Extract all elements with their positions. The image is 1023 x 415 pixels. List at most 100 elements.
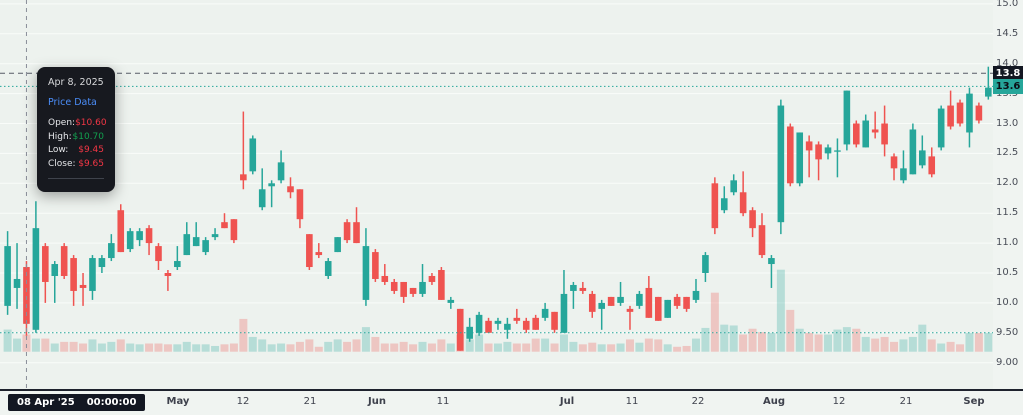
price-axis[interactable]: 13.8 13.6 15.014.514.013.513.012.512.011… [993, 0, 1023, 389]
candle[interactable] [937, 108, 945, 148]
volume-bar[interactable] [248, 336, 257, 352]
candle[interactable] [315, 252, 323, 256]
candle[interactable] [532, 317, 539, 330]
volume-bar[interactable] [390, 343, 399, 352]
volume-bar[interactable] [918, 324, 927, 352]
volume-bar[interactable] [786, 309, 795, 352]
volume-bar[interactable] [946, 341, 955, 352]
candle[interactable] [796, 132, 804, 184]
volume-bar[interactable] [578, 344, 587, 352]
candle[interactable] [343, 222, 351, 241]
candle[interactable] [221, 222, 228, 229]
candle[interactable] [853, 123, 860, 145]
volume-bar[interactable] [229, 343, 238, 352]
candle[interactable] [683, 296, 690, 309]
volume-bar[interactable] [908, 336, 917, 352]
volume-bar[interactable] [409, 344, 418, 352]
candle[interactable] [400, 281, 407, 297]
candle[interactable] [494, 320, 502, 324]
volume-bar[interactable] [163, 344, 172, 352]
candle[interactable] [815, 144, 822, 160]
volume-bar[interactable] [13, 338, 22, 352]
volume-bar[interactable] [691, 338, 700, 352]
volume-bar[interactable] [493, 343, 502, 352]
volume-bar[interactable] [182, 341, 191, 352]
candle[interactable] [749, 210, 756, 229]
volume-bar[interactable] [890, 341, 899, 352]
volume-bar[interactable] [673, 346, 682, 352]
volume-bar[interactable] [644, 338, 653, 352]
candle[interactable] [485, 320, 492, 333]
volume-bar[interactable] [824, 334, 833, 352]
volume-bar[interactable] [107, 341, 116, 352]
volume-bar[interactable] [192, 344, 201, 352]
volume-bar[interactable] [833, 329, 842, 352]
volume-bar[interactable] [663, 344, 672, 352]
candle[interactable] [466, 326, 473, 339]
candle[interactable] [975, 105, 983, 121]
candle[interactable] [98, 258, 106, 268]
volume-bar[interactable] [295, 341, 304, 352]
candle[interactable] [334, 237, 341, 253]
candle[interactable] [249, 138, 257, 172]
volume-bar[interactable] [795, 328, 804, 352]
volume-bar[interactable] [748, 328, 757, 352]
candle[interactable] [645, 287, 653, 318]
candle[interactable] [871, 129, 879, 133]
volume-bar[interactable] [324, 341, 333, 352]
volume-bar[interactable] [531, 338, 540, 352]
volume-bar[interactable] [50, 343, 59, 352]
candle[interactable] [164, 273, 172, 276]
volume-bar[interactable] [145, 343, 154, 352]
volume-bar[interactable] [965, 332, 974, 352]
candle[interactable] [277, 162, 285, 181]
volume-bar[interactable] [380, 343, 389, 352]
candle[interactable] [306, 234, 313, 268]
volume-bar[interactable] [805, 332, 814, 352]
volume-bar[interactable] [399, 341, 408, 352]
candle[interactable] [409, 287, 417, 294]
volume-bar[interactable] [776, 269, 785, 352]
candle[interactable] [258, 189, 266, 208]
candle[interactable] [390, 281, 398, 291]
candle[interactable] [909, 129, 917, 175]
candle[interactable] [202, 240, 209, 253]
candle[interactable] [664, 299, 671, 318]
candle[interactable] [702, 255, 709, 273]
candle[interactable] [42, 246, 49, 282]
candle[interactable] [174, 261, 181, 268]
volume-bar[interactable] [475, 334, 484, 352]
candle[interactable] [438, 270, 445, 300]
volume-bar[interactable] [371, 336, 380, 352]
volume-bar[interactable] [343, 341, 352, 352]
candle[interactable] [919, 150, 926, 166]
volume-bar[interactable] [522, 343, 531, 352]
candle[interactable] [720, 198, 728, 211]
candle[interactable] [551, 311, 558, 330]
volume-bar[interactable] [852, 328, 861, 352]
candle[interactable] [570, 284, 577, 291]
candle[interactable] [786, 126, 794, 184]
candle[interactable] [447, 299, 455, 303]
candle[interactable] [636, 293, 643, 306]
volume-bar[interactable] [79, 343, 88, 352]
volume-bar[interactable] [286, 344, 295, 352]
volume-bar[interactable] [607, 344, 616, 352]
candle[interactable] [504, 323, 511, 330]
candle[interactable] [900, 168, 907, 181]
volume-bar[interactable] [258, 339, 267, 352]
candle[interactable] [240, 174, 247, 181]
volume-bar[interactable] [352, 339, 361, 352]
volume-bar[interactable] [173, 344, 182, 352]
volume-bar[interactable] [211, 345, 220, 352]
candle[interactable] [541, 308, 549, 318]
volume-bar[interactable] [682, 345, 691, 352]
candle[interactable] [824, 147, 832, 154]
volume-bar[interactable] [220, 344, 229, 352]
candle[interactable] [79, 284, 87, 288]
candle[interactable] [23, 267, 30, 324]
candle[interactable] [268, 183, 275, 187]
candle[interactable] [51, 264, 59, 276]
candle[interactable] [626, 308, 634, 312]
candle[interactable] [4, 246, 11, 306]
